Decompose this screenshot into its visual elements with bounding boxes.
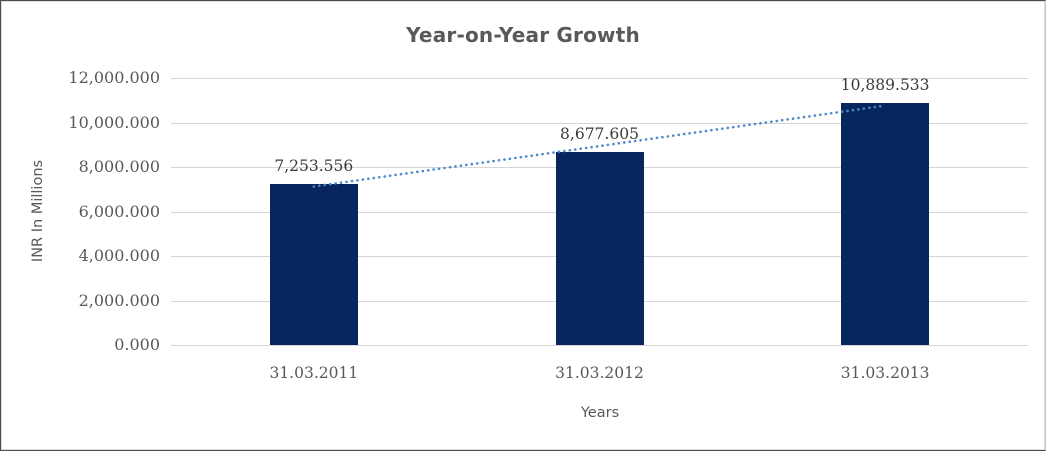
y-axis-tick-label: 10,000.000 — [68, 112, 160, 132]
x-axis-tick-label: 31.03.2011 — [269, 364, 359, 382]
bar-value-label: 7,253.556 — [274, 156, 354, 175]
gridline — [171, 78, 1028, 79]
y-axis-tick-label: 4,000.000 — [78, 246, 160, 265]
bar — [841, 102, 930, 345]
bar-value-label: 10,889.533 — [840, 75, 930, 94]
y-axis-tick-label: 6,000.000 — [78, 201, 160, 221]
gridline — [171, 345, 1028, 346]
bar — [555, 151, 644, 345]
y-axis-tick-label: 8,000.000 — [78, 157, 160, 176]
x-axis-tick-label: 31.03.2013 — [840, 364, 930, 382]
y-axis-tick-label: 0.000 — [114, 335, 160, 354]
bar-value-label: 8,677.605 — [560, 124, 639, 143]
x-axis-title: Years — [580, 405, 620, 421]
y-axis-tick-label: 12,000.000 — [68, 68, 160, 87]
chart-title: Year-on-Year Growth — [406, 23, 640, 47]
y-axis-tick-label: 2,000.000 — [78, 290, 160, 310]
x-axis-tick-label: 31.03.2012 — [555, 364, 644, 382]
bar — [269, 183, 358, 345]
